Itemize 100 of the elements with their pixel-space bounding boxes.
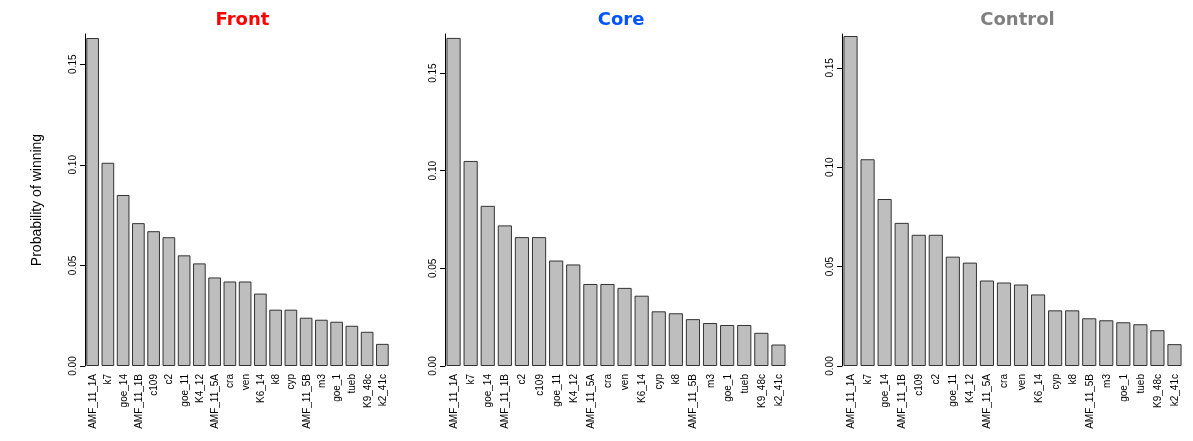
bar: [1133, 324, 1148, 366]
bar: [860, 159, 875, 366]
bar: [101, 162, 115, 366]
x-tick-label: k8: [270, 373, 282, 385]
y-tick-label: 0.05: [66, 255, 78, 276]
bar: [1116, 322, 1131, 366]
bar: [376, 343, 389, 366]
x-tick-label: k2_41c: [772, 374, 784, 407]
x-tick-label: K9_48c: [1151, 374, 1163, 408]
bar: [928, 234, 943, 366]
x-tick-label: K9_48c: [361, 374, 373, 408]
x-tick-label: c2: [516, 373, 528, 385]
x-tick-label: ven: [619, 374, 631, 391]
x-tick-label: goe_1: [721, 373, 733, 402]
bar: [771, 344, 786, 366]
bar: [1099, 320, 1114, 366]
bar: [583, 283, 598, 366]
x-tick-label: c109: [533, 373, 545, 396]
bar: [617, 287, 632, 366]
x-tick-label: goe_14: [482, 373, 494, 408]
bar: [315, 319, 328, 366]
x-tick-label: K9_48c: [755, 374, 767, 408]
x-tick-label: cyp: [653, 373, 665, 390]
x-tick-label: AMF_11_1A: [845, 373, 857, 429]
chart-title: Front: [215, 7, 270, 29]
x-tick-label: c109: [913, 373, 925, 396]
x-tick-label: goe_11: [550, 373, 562, 407]
x-tick-label: k7: [465, 373, 477, 385]
bar: [254, 293, 267, 366]
bar: [549, 260, 564, 366]
x-tick-label: k7: [102, 373, 114, 385]
bar: [702, 323, 718, 366]
bar: [737, 324, 752, 366]
x-tick-label: m3: [315, 373, 327, 388]
bar: [531, 237, 547, 366]
x-tick-label: c2: [163, 373, 175, 385]
x-tick-label: m3: [704, 373, 716, 388]
bar: [86, 38, 99, 366]
y-tick-label: 0.00: [426, 355, 438, 376]
bar: [132, 223, 145, 366]
bar: [177, 255, 191, 366]
bar: [962, 262, 977, 366]
x-tick-label: cyp: [285, 373, 297, 390]
bar: [116, 194, 130, 366]
x-tick-label: AMF_11_5A: [584, 373, 596, 429]
bar: [330, 321, 343, 366]
x-tick-label: m3: [1100, 373, 1112, 388]
x-tick-label: k8: [1066, 373, 1078, 385]
x-tick-label: K4_12: [567, 373, 579, 403]
bar: [162, 237, 176, 366]
x-tick-label: cra: [224, 373, 236, 388]
x-tick-label: AMF_11_1B: [499, 373, 511, 429]
x-tick-label: AMF_11_5A: [209, 373, 221, 429]
bar: [1013, 284, 1029, 366]
x-tick-label: AMF_11_5B: [687, 373, 699, 429]
x-tick-label: goe_14: [879, 373, 891, 408]
bar: [1082, 318, 1097, 366]
chart-title: Core: [597, 7, 645, 29]
y-tick-label: 0.15: [426, 62, 438, 83]
bar: [600, 283, 615, 366]
bar: [1065, 310, 1080, 366]
bar: [446, 37, 461, 366]
x-tick-label: tueb: [738, 373, 750, 394]
bar: [754, 332, 769, 366]
x-tick-label: AMF_11_5B: [300, 373, 312, 429]
x-tick-label: k2_41c: [1168, 374, 1180, 407]
y-tick-label: 0.00: [66, 355, 78, 376]
x-tick-label: tueb: [346, 373, 358, 394]
y-tick-label: 0.15: [66, 54, 78, 74]
bar: [360, 331, 374, 366]
x-tick-label: AMF_11_1B: [132, 373, 144, 429]
bar: [1031, 294, 1046, 366]
bar: [894, 222, 909, 366]
x-tick-label: ven: [239, 374, 251, 391]
bar: [720, 324, 735, 366]
x-tick-label: K6_14: [636, 373, 648, 403]
bar: [193, 263, 206, 366]
x-tick-label: cyp: [1049, 373, 1061, 390]
x-tick-label: goe_14: [117, 373, 129, 408]
x-tick-label: goe_1: [1117, 373, 1129, 402]
bar: [238, 281, 252, 366]
bar: [284, 309, 298, 366]
bar: [345, 325, 359, 366]
bar: [979, 280, 994, 366]
x-tick-label: K4_12: [964, 373, 976, 403]
x-tick-label: k8: [670, 373, 682, 385]
x-tick-label: K6_14: [1032, 373, 1044, 403]
x-tick-label: c2: [930, 373, 942, 385]
bar: [299, 317, 313, 366]
y-tick-label: 0.05: [823, 256, 835, 277]
bar: [1150, 330, 1165, 366]
y-tick-label: 0.10: [66, 154, 78, 175]
x-tick-label: k7: [862, 373, 874, 385]
x-tick-label: AMF_11_1A: [87, 373, 99, 429]
x-tick-label: k2_41c: [376, 374, 388, 407]
x-tick-label: c109: [148, 373, 160, 396]
x-tick-label: ven: [1015, 374, 1027, 391]
bar: [911, 234, 926, 366]
x-tick-label: AMF_11_1B: [896, 373, 908, 429]
y-tick-label: 0.10: [426, 160, 438, 181]
